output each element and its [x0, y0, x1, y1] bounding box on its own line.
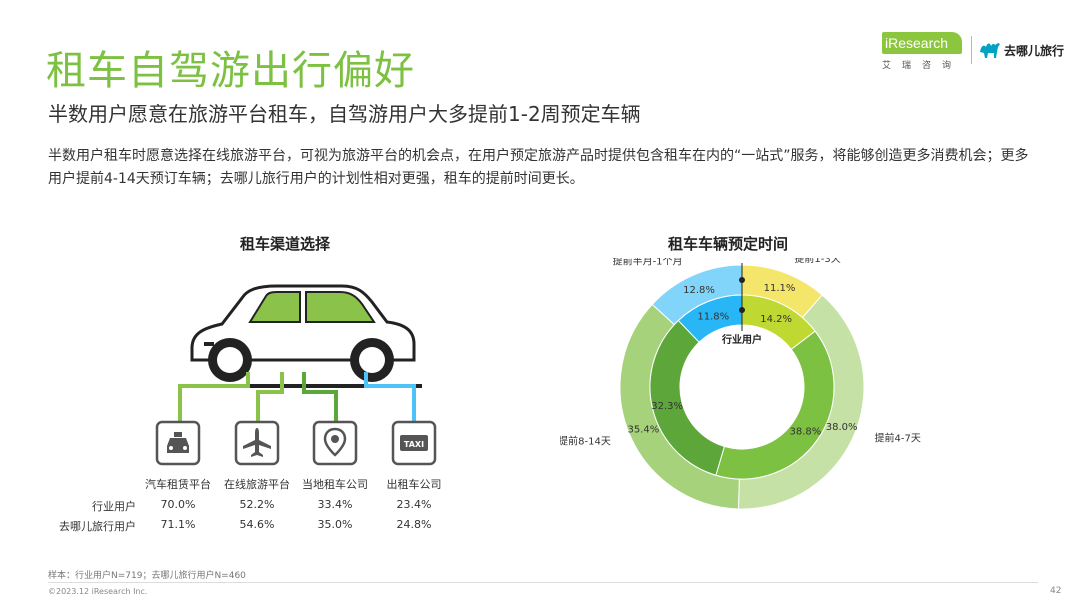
inner-ring-slice	[715, 330, 835, 480]
page-number: 42	[1050, 586, 1062, 596]
channel-value: 54.6%	[239, 518, 275, 531]
channel-category-label: 汽车租赁平台	[145, 478, 211, 491]
qunar-logo: 去哪儿旅行	[978, 38, 1068, 62]
inner-series-marker	[739, 307, 745, 313]
inner-ring-value-label: 38.8%	[790, 427, 822, 438]
channel-category-label: 在线旅游平台	[224, 478, 290, 491]
channel-value: 35.0%	[317, 518, 353, 531]
inner-ring-slice	[649, 319, 726, 476]
channel-category-label: 当地租车公司	[302, 478, 368, 491]
channel-value: 33.4%	[317, 498, 353, 511]
copyright: ©2023.12 iResearch Inc.	[48, 587, 148, 596]
booking-category-label: 提前4-7天	[875, 431, 921, 444]
channel-value: 71.1%	[160, 518, 196, 531]
footer-divider	[48, 582, 1038, 583]
qunar-logo-text: 去哪儿旅行	[1004, 44, 1065, 58]
channel-series-label: 行业用户	[92, 500, 136, 513]
car-illustration	[182, 284, 422, 388]
booking-donut-chart: 11.1% 38.0% 35.4% 12.8% 14.2% 38.8% 32.3% 11.8%…	[560, 258, 921, 510]
taxi-icon: TAXI	[391, 420, 437, 466]
channel-category-label: 出租车公司	[386, 478, 442, 491]
channel-value: 70.0%	[160, 498, 196, 511]
sample-note: 样本：行业用户N=719；去哪儿旅行用户N=460	[48, 571, 246, 581]
channel-series-label: 去哪儿旅行用户	[59, 520, 136, 533]
page-title: 租车自驾游出行偏好	[46, 48, 415, 94]
camel-icon	[980, 43, 1000, 58]
iresearch-logo: iResearch 艾瑞咨询	[880, 32, 964, 72]
inner-ring-value-label: 11.8%	[697, 312, 729, 323]
taxi-icon-text: TAXI	[404, 440, 424, 449]
booking-category-label: 提前半月-1个月	[613, 258, 683, 268]
page-subtitle: 半数用户愿意在旅游平台租车，自驾游用户大多提前1-2周预定车辆	[48, 102, 641, 126]
car-rental-icon	[155, 420, 201, 466]
local-rental-location-icon	[312, 420, 358, 466]
channel-connectors	[178, 372, 416, 432]
logo-divider	[971, 36, 972, 64]
iresearch-logo-subtext: 艾瑞咨询	[882, 61, 963, 71]
page-description: 半数用户租车时愿意选择在线旅游平台，可视为旅游平台的机会点，在用户预定旅游产品时…	[48, 148, 1029, 187]
booking-chart-title: 租车车辆预定时间	[668, 235, 789, 253]
outer-series-marker	[739, 277, 745, 283]
outer-series-label: 去哪儿旅行用户	[707, 258, 777, 260]
outer-ring-value-label: 11.1%	[764, 283, 796, 294]
inner-ring-value-label: 32.3%	[651, 401, 683, 412]
outer-ring-value-label: 12.8%	[683, 285, 715, 296]
iresearch-logo-text: iResearch	[882, 32, 962, 54]
channel-value: 52.2%	[239, 498, 275, 511]
channel-chart-title: 租车渠道选择	[240, 235, 331, 253]
booking-category-label: 提前8-14天	[560, 435, 611, 448]
inner-ring-value-label: 14.2%	[760, 314, 792, 325]
airplane-icon	[234, 420, 280, 466]
outer-ring-value-label: 35.4%	[628, 425, 660, 436]
inner-series-label: 行业用户	[721, 333, 762, 346]
booking-category-label: 提前1-3天	[794, 258, 840, 265]
channel-value: 23.4%	[396, 498, 432, 511]
outer-ring-value-label: 38.0%	[826, 422, 858, 433]
channel-value: 24.8%	[396, 518, 432, 531]
